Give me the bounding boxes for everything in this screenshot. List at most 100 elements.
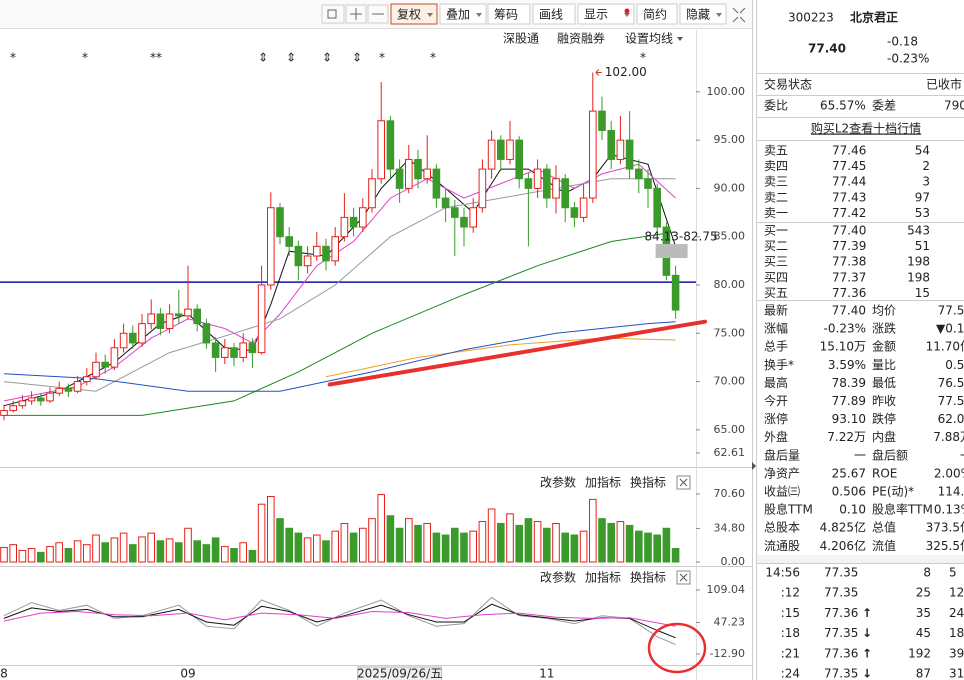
stat-label: 盘后额 xyxy=(872,447,908,462)
event-marker: ⇕ xyxy=(286,51,296,65)
candle-body xyxy=(506,139,514,160)
volume-bar xyxy=(515,524,524,563)
stat-label: PE(动)* xyxy=(872,485,914,499)
stat-value: 一 xyxy=(854,448,866,462)
x-tick-label: 11 xyxy=(539,667,554,680)
icon-button[interactable] xyxy=(367,4,389,24)
status: 已收市 xyxy=(926,77,962,92)
toolbar-button[interactable] xyxy=(532,3,576,25)
candle-body xyxy=(101,361,110,368)
event-marker: ⇕ xyxy=(258,51,268,65)
chart-link[interactable]: 融资融券 xyxy=(557,31,605,46)
book-side: 买四 xyxy=(764,270,788,284)
toolbar-button-label: 简约 xyxy=(643,7,667,22)
tick-price: 77.36 xyxy=(824,606,858,620)
collapse-arrow[interactable] xyxy=(752,462,756,470)
book-side: 卖五 xyxy=(764,144,788,158)
stat-label: 总手 xyxy=(764,340,788,354)
annotation: 84.13-82.75 xyxy=(645,230,718,244)
tick-time: :15 xyxy=(781,606,800,620)
candle-body xyxy=(441,197,450,209)
toolbar-button[interactable] xyxy=(636,3,678,25)
volume-bar xyxy=(533,521,542,563)
volume-bar xyxy=(616,521,625,563)
candle-body xyxy=(211,342,220,358)
icon-button[interactable] xyxy=(321,4,345,24)
icon-button[interactable] xyxy=(345,4,367,24)
candle-body xyxy=(73,381,82,392)
toolbar-button[interactable] xyxy=(390,3,438,25)
candle-body xyxy=(313,245,321,257)
panel-tool[interactable]: 换指标 xyxy=(630,570,666,585)
trend-line xyxy=(327,319,708,387)
candle-body xyxy=(83,376,91,383)
candle-body xyxy=(368,178,376,209)
panel-tool[interactable]: 换指标 xyxy=(630,475,666,490)
stat-label: 内盘 xyxy=(872,429,896,444)
annotation: 102.00 xyxy=(605,65,647,79)
candle-body xyxy=(671,274,680,311)
volume-bar xyxy=(202,544,211,563)
candle-body xyxy=(267,207,275,286)
toolbar-button[interactable] xyxy=(487,3,531,25)
moving-average xyxy=(3,321,676,392)
candle-body xyxy=(257,284,266,354)
tick-price: 77.35 xyxy=(824,626,858,640)
candle-body xyxy=(119,332,128,349)
candle-body xyxy=(248,342,257,354)
stat-value: 4.825亿 xyxy=(820,520,866,535)
volume-bar xyxy=(83,544,91,563)
chart-link[interactable]: 深股通 xyxy=(503,32,539,46)
stat-label: 跌停 xyxy=(872,411,896,426)
tick-volume: 192 xyxy=(908,646,931,660)
l2-link[interactable]: 购买L2查看十档行情 xyxy=(811,121,921,136)
tick-volume: 35 xyxy=(916,606,931,620)
candle-body xyxy=(239,342,247,358)
panel-tool[interactable]: 加指标 xyxy=(585,570,621,585)
candle-body xyxy=(129,332,137,344)
panel-tool[interactable]: 加指标 xyxy=(585,475,621,490)
dropdown-caret xyxy=(716,13,722,17)
candle-body xyxy=(653,187,662,228)
circle-annotation xyxy=(647,622,707,674)
stat-value: 25.67 xyxy=(832,466,866,480)
candle-body xyxy=(478,168,487,209)
book-volume: 2 xyxy=(922,159,930,173)
stat-value: 76.50 xyxy=(938,376,964,390)
tick-arrow: ↓ xyxy=(862,667,872,680)
y-tick-label: 70.60 xyxy=(714,487,746,500)
volume-bar xyxy=(230,548,238,563)
indicator-line xyxy=(3,603,676,639)
book-price: 77.36 xyxy=(832,286,866,300)
volume-bar xyxy=(589,498,597,563)
volume-bar xyxy=(156,540,165,563)
volume-bar xyxy=(119,532,128,563)
panel-tool[interactable]: 改参数 xyxy=(540,570,576,585)
chart-link[interactable]: 设置均线 xyxy=(625,32,673,46)
icon xyxy=(350,8,362,20)
volume-bar xyxy=(92,534,100,563)
toolbar-button[interactable] xyxy=(679,3,727,25)
volume-bar xyxy=(662,527,671,563)
price-axis: 100.00 95.00 90.00 85.00 80.00 75.00 70.00 65.0… xyxy=(696,85,745,660)
tick-arrow: ↓ xyxy=(862,626,872,640)
close-icon xyxy=(679,478,688,487)
y-tick-label: 0.00 xyxy=(721,555,746,568)
candle-body xyxy=(55,387,64,394)
toolbar-button[interactable] xyxy=(439,3,487,25)
book-price: 77.37 xyxy=(832,270,866,284)
stat-label: 昨收 xyxy=(872,394,896,408)
panel-tool[interactable]: 改参数 xyxy=(540,475,576,490)
y-tick-label: 70.00 xyxy=(714,375,746,388)
volume-bar xyxy=(543,527,551,563)
toolbar-button[interactable] xyxy=(577,3,635,25)
volume-bar xyxy=(644,532,652,563)
candle-body xyxy=(561,178,570,209)
volume-bar xyxy=(635,530,643,563)
stat-value: -0.23% xyxy=(824,322,866,336)
volume-bar xyxy=(653,534,662,563)
candle-body xyxy=(230,347,238,358)
volume-bar xyxy=(285,527,293,563)
book-price: 77.39 xyxy=(832,239,866,253)
candle-body xyxy=(460,216,468,228)
